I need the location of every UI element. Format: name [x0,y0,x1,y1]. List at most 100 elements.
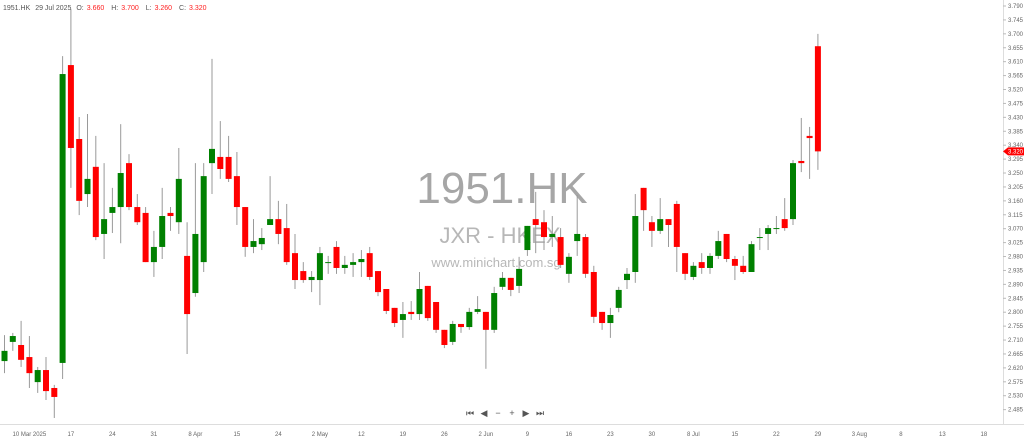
y-tick-label: 3.160 [1008,199,1024,205]
last-button[interactable]: ⏭ [536,408,545,418]
candle-body [383,289,390,311]
candle-body [192,233,199,294]
candle [134,194,141,225]
x-tick-label: 8 [899,432,903,438]
candle-body [134,207,141,223]
low-label: L: [145,5,152,12]
candle-body [300,271,307,281]
y-tick-label: 3.430 [1008,115,1024,121]
candle [690,262,697,281]
candle [325,255,332,274]
x-tick-label: 19 [400,432,407,438]
candle-body [582,237,589,274]
candle [350,253,357,277]
candle-body [441,329,448,345]
candle-body [292,253,298,281]
candle [549,216,556,247]
candle-body [707,255,713,268]
prev-button[interactable]: ◀ [480,408,488,418]
x-tick-label: 16 [566,432,573,438]
candle-body [267,219,274,225]
zoom-in-button[interactable]: + [509,408,515,418]
y-tick-label: 2.620 [1008,366,1024,372]
candle [790,160,796,225]
candle-body [624,273,630,281]
candle [200,163,207,272]
candle-body [648,222,655,231]
candle [283,203,290,265]
candle-body [615,289,622,308]
candle-body [491,293,498,330]
candle-body [250,241,257,247]
candle [150,230,157,277]
candle-body [690,265,697,277]
candle [740,255,747,274]
high-value: 3.700 [121,5,139,12]
x-tick-label: 23 [607,432,614,438]
candle [524,225,531,256]
candle-body [798,160,805,164]
x-tick-label: 2 May [312,432,328,438]
candle-body [200,176,207,263]
date-label: 29 Jul 2025 [35,5,72,12]
y-tick-label: 3.385 [1008,129,1024,135]
candle-body [43,370,49,392]
candle [474,296,481,315]
next-button[interactable]: ▶ [522,408,530,418]
candle-body [76,138,83,201]
candle [159,187,166,260]
candle [175,147,182,234]
x-tick-label: 13 [939,432,946,438]
candle-body [399,314,406,320]
candle-body [375,271,381,293]
candle-body [756,237,763,239]
candle [292,233,298,290]
y-tick-label: 2.890 [1008,282,1024,288]
candle-body [773,228,780,230]
candle-body [283,228,290,263]
candle-body [433,302,440,330]
candle-body [126,163,132,208]
candle [300,262,307,283]
candle [491,286,498,333]
y-tick-label: 2.935 [1008,268,1024,274]
zoom-out-button[interactable]: − [495,408,501,418]
candle [117,124,124,244]
candle-body [499,277,506,287]
x-tick-label: 17 [68,432,75,438]
candle-body [507,277,514,290]
candle [366,246,373,281]
first-button[interactable]: ⏮ [466,408,475,418]
candle [541,210,547,251]
candle [748,241,755,272]
candle [723,233,730,263]
candle-body [665,219,672,225]
candle-body [109,207,116,213]
candle-body [731,259,738,266]
y-tick-label: 3.250 [1008,171,1024,177]
candle [101,163,108,260]
candle [765,224,772,251]
candle [34,366,41,393]
ohlc-header: 1951.HK 29 Jul 2025 O: 3.660 H: 3.700 L: 3.… [3,5,212,12]
candle-body [242,207,249,247]
candle [192,163,199,297]
candle-body [698,262,705,268]
candle-body [673,203,680,247]
candle-body [599,311,606,324]
candle [648,216,655,247]
candle-body [325,262,332,264]
candle [408,301,415,320]
candle-body [258,237,265,245]
candle [341,255,348,274]
candle [1,335,8,374]
candle [308,271,315,293]
y-tick-label: 2.845 [1008,296,1024,302]
candle [482,311,489,369]
candle-body [209,148,215,164]
candle-body [366,253,373,277]
x-tick-label: 8 Jul [687,432,700,438]
candle-body [316,253,323,281]
y-tick-label: 2.485 [1008,408,1024,414]
